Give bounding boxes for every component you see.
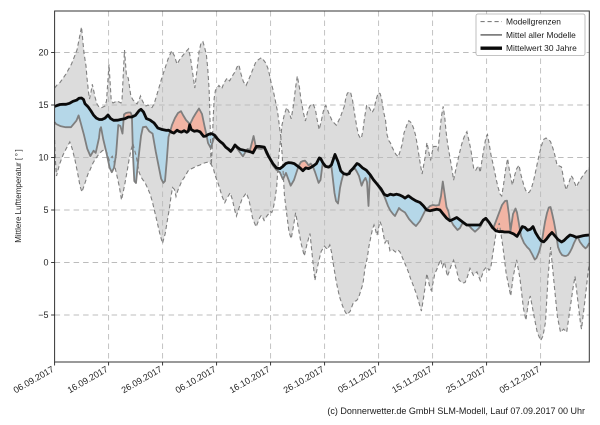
svg-text:0: 0 [43, 258, 48, 268]
svg-text:(c) Donnerwetter.de GmbH SLM-M: (c) Donnerwetter.de GmbH SLM-Modell, Lau… [327, 406, 585, 416]
svg-text:10: 10 [38, 153, 48, 163]
svg-text:20: 20 [38, 48, 48, 58]
svg-text:Modellgrenzen: Modellgrenzen [506, 17, 561, 27]
svg-text:15: 15 [38, 100, 48, 110]
svg-text:Mittlere Lufttemperatur [ ° ]: Mittlere Lufttemperatur [ ° ] [14, 149, 23, 243]
svg-text:−5: −5 [38, 310, 48, 320]
svg-text:Mittel aller Modelle: Mittel aller Modelle [506, 30, 576, 40]
svg-text:Mittelwert 30 Jahre: Mittelwert 30 Jahre [506, 43, 577, 53]
svg-text:5: 5 [43, 205, 48, 215]
